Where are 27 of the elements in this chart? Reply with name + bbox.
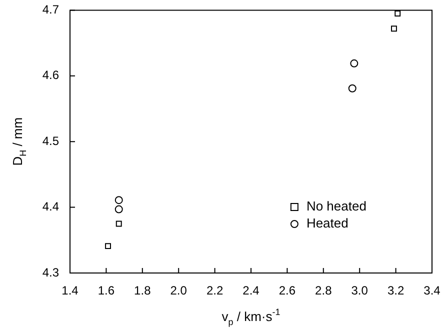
- point: [114, 205, 123, 214]
- x-tick-label: 3.0: [351, 284, 368, 298]
- y-tick-label: 4.3: [42, 265, 60, 280]
- x-tick-label: 1.8: [134, 284, 152, 298]
- x-tick-label: 3.2: [387, 284, 404, 298]
- x-tick-label: 3.4: [424, 284, 441, 298]
- point: [116, 220, 122, 227]
- x-tick-label: 2.2: [206, 284, 224, 298]
- x-tick-label: 2.0: [170, 284, 188, 298]
- x-tick-label: 2.8: [315, 284, 332, 298]
- x-tick-label: 2.4: [242, 284, 260, 298]
- y-tick-label: 4.4: [42, 200, 60, 214]
- point: [114, 196, 123, 204]
- point: [348, 84, 356, 92]
- y-tick-label: 4.6: [42, 68, 60, 82]
- legend-label: No heated: [306, 198, 366, 214]
- x-tick-label: 2.6: [278, 284, 296, 298]
- point: [350, 59, 358, 68]
- legend-label: Heated: [306, 216, 348, 231]
- y-tick-label: 4.5: [42, 134, 60, 148]
- y-tick-label: 4.7: [42, 2, 60, 17]
- point: [105, 243, 111, 250]
- x-tick-label: 1.4: [62, 284, 79, 298]
- point: [394, 10, 401, 16]
- x-tick-label: 1.6: [98, 284, 115, 298]
- y-axis-title: DH / mm: [10, 117, 28, 166]
- point: [391, 26, 397, 32]
